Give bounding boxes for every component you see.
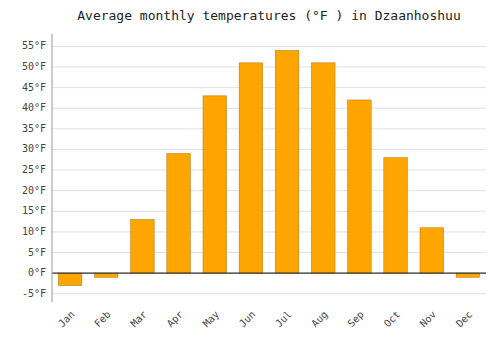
bar — [131, 220, 155, 274]
y-tick-label: 55°F — [22, 40, 46, 51]
y-tick-label: 15°F — [22, 205, 46, 216]
grid-line — [52, 46, 486, 47]
x-tick-label: Jul — [273, 309, 294, 330]
x-tick-label: Sep — [345, 309, 366, 330]
y-grid — [52, 46, 486, 293]
y-tick-label: 25°F — [22, 164, 46, 175]
bar — [348, 100, 372, 273]
x-tick-label: Oct — [382, 309, 403, 330]
grid-line — [52, 149, 486, 150]
bar — [420, 228, 444, 273]
y-tick-label: 35°F — [22, 123, 46, 134]
y-tick-label: 0°F — [28, 267, 46, 278]
x-tick-label: Feb — [92, 309, 113, 330]
y-tick-labels: -5°F 0°F 5°F 10°F 15°F 20°F 25°F 30°F 35°F 40°F 45… — [22, 40, 46, 298]
bar — [384, 158, 408, 273]
zero-line — [52, 273, 486, 274]
bar — [167, 154, 191, 274]
x-tick-label: Mar — [128, 309, 149, 330]
y-tick-label: 10°F — [22, 226, 46, 237]
grid-line — [52, 170, 486, 171]
x-tick-labels: Jan Feb Mar Apr May Jun Jul Aug Sep Oct Nov Dec — [56, 309, 474, 330]
grid-line — [52, 66, 486, 67]
bar — [239, 63, 263, 273]
y-tick-label: 20°F — [22, 185, 46, 196]
title: Average monthly temperatures (°F ) in Dz… — [77, 8, 461, 23]
y-tick-label: 40°F — [22, 102, 46, 113]
y-tick-label: 45°F — [22, 82, 46, 93]
bar — [311, 63, 335, 273]
x-tick-label: Jan — [56, 309, 77, 330]
x-tick-label: Jun — [237, 309, 258, 330]
x-tick-label: Nov — [418, 309, 439, 330]
x-tick-label: Dec — [454, 309, 475, 330]
bar — [203, 96, 227, 273]
grid-line — [52, 293, 486, 294]
grid-line — [52, 128, 486, 129]
x-tick-label: Aug — [309, 309, 330, 330]
grid-line — [52, 87, 486, 88]
bar — [456, 273, 480, 277]
y-tick-label: 5°F — [28, 247, 46, 258]
bar — [275, 50, 299, 273]
grid-line — [52, 108, 486, 109]
y-tick-label: -5°F — [22, 288, 46, 299]
grid-line — [52, 190, 486, 191]
grid-line — [52, 211, 486, 212]
chart: Average monthly temperatures (°F ) in Dz… — [0, 0, 500, 350]
y-axis-line — [52, 34, 53, 302]
y-tick-label: 30°F — [22, 143, 46, 154]
grid-line — [52, 273, 486, 274]
bar — [58, 273, 82, 285]
x-tick-label: Apr — [165, 309, 186, 330]
bars — [58, 50, 479, 285]
x-tick-label: May — [201, 309, 222, 330]
y-tick-label: 50°F — [22, 61, 46, 72]
bar — [94, 273, 118, 277]
